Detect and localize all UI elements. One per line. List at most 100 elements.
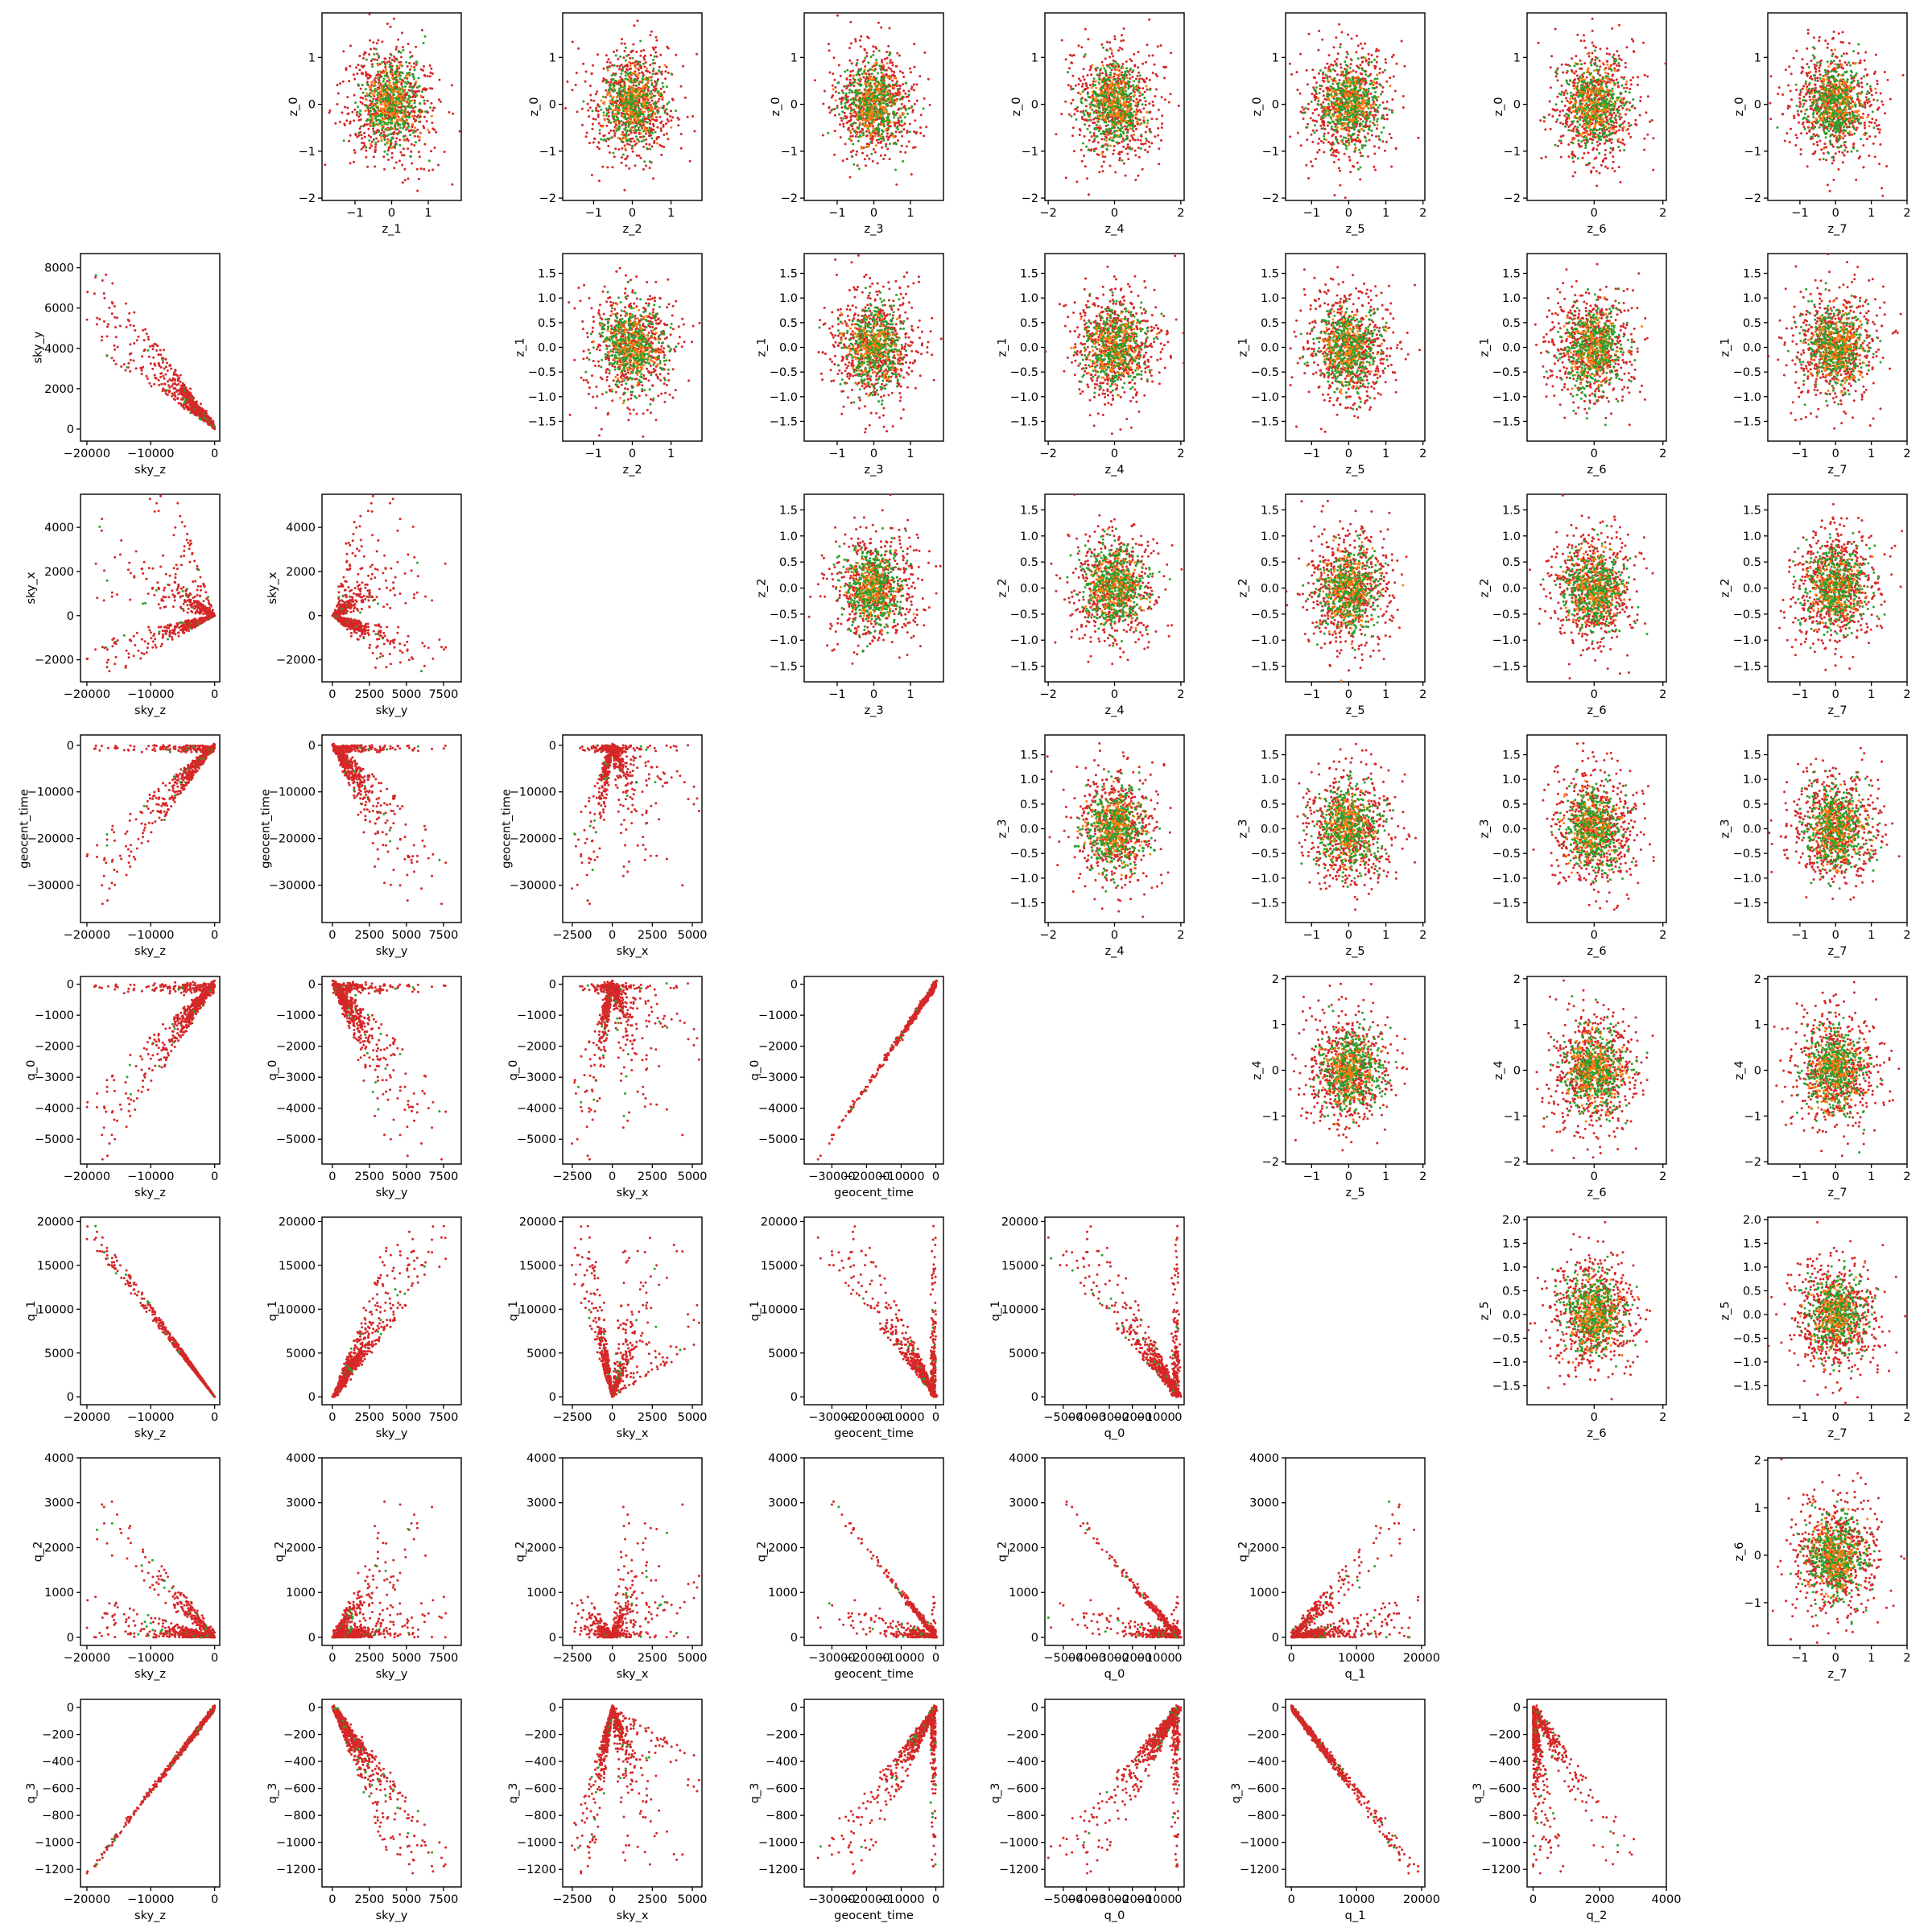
scatter-point	[1077, 83, 1080, 86]
scatter-point	[386, 142, 389, 145]
scatter-point	[398, 77, 402, 80]
scatter-point	[1125, 76, 1129, 80]
scatter-point	[625, 72, 628, 75]
scatter-point	[602, 138, 605, 142]
scatter-point	[1119, 78, 1122, 80]
scatter-point	[865, 102, 868, 105]
scatter-point	[650, 76, 653, 79]
scatter-point	[859, 106, 862, 109]
scatter-point	[886, 90, 890, 93]
y-tick-label: 1	[308, 52, 316, 64]
scatter-point	[665, 108, 668, 111]
scatter-point	[638, 98, 641, 101]
scatter-point	[423, 74, 427, 77]
scatter-point	[655, 142, 658, 145]
scatter-point	[370, 80, 374, 84]
scatter-point	[620, 112, 623, 114]
scatter-point	[1108, 138, 1111, 141]
scatter-point	[1086, 177, 1088, 180]
scatter-point	[403, 167, 407, 171]
scatter-point	[1148, 18, 1151, 21]
scatter-point	[654, 94, 657, 97]
scatter-point	[386, 118, 390, 121]
y-tick-label: 0	[1031, 99, 1038, 112]
scatter-point	[873, 96, 876, 99]
scatter-point	[361, 102, 364, 105]
scatter-point	[646, 94, 649, 97]
scatter-point	[1118, 156, 1121, 159]
scatter-point	[390, 67, 393, 70]
scatter-point	[882, 138, 886, 142]
scatter-point	[671, 98, 675, 101]
scatter-point	[613, 155, 616, 159]
scatter-point	[873, 131, 877, 134]
scatter-point	[596, 146, 599, 148]
x-tick-label: −1	[346, 207, 363, 220]
scatter-point	[866, 114, 869, 117]
scatter-point	[634, 107, 637, 110]
scatter-point	[629, 88, 632, 91]
scatter-point	[1094, 67, 1097, 70]
scatter-point	[1137, 66, 1140, 69]
scatter-point	[617, 57, 620, 60]
scatter-point	[1148, 127, 1151, 130]
scatter-point	[1084, 82, 1088, 85]
scatter-point	[419, 167, 423, 170]
scatter-point	[1088, 106, 1092, 109]
scatter-point	[606, 137, 609, 140]
scatter-point	[877, 116, 880, 119]
scatter-point	[381, 118, 384, 122]
scatter-point	[406, 137, 409, 140]
scatter-point	[607, 58, 610, 61]
scatter-point	[922, 107, 925, 110]
scatter-point	[1123, 75, 1126, 77]
scatter-point	[1097, 103, 1100, 105]
scatter-point	[401, 72, 404, 75]
scatter-point	[892, 74, 895, 76]
scatter-point	[369, 76, 372, 78]
scatter-point	[630, 140, 633, 143]
scatter-point	[1105, 101, 1108, 104]
scatter-point	[879, 134, 882, 138]
scatter-point	[423, 142, 427, 146]
scatter-point	[651, 122, 654, 126]
scatter-point	[643, 85, 646, 88]
scatter-point	[1372, 122, 1375, 125]
scatter-point	[1326, 62, 1329, 65]
scatter-point	[369, 142, 372, 146]
scatter-point	[869, 90, 872, 93]
scatter-point	[898, 54, 901, 57]
scatter-point	[881, 122, 885, 125]
scatter-point	[416, 128, 419, 131]
scatter-point	[1086, 93, 1089, 96]
scatter-point	[393, 17, 395, 20]
scatter-point	[617, 89, 621, 93]
scatter-point	[611, 98, 614, 101]
scatter-point	[402, 138, 406, 142]
scatter-point	[390, 64, 394, 68]
scatter-point	[1108, 120, 1110, 123]
scatter-point	[1111, 132, 1114, 135]
scatter-point	[1113, 107, 1116, 110]
scatter-point	[635, 99, 638, 102]
scatter-point	[365, 146, 368, 149]
scatter-point	[367, 134, 370, 137]
scatter-point	[1121, 126, 1124, 130]
scatter-point	[418, 138, 421, 142]
scatter-point	[1129, 67, 1133, 70]
x-tick-label: 0	[388, 207, 395, 220]
scatter-point	[643, 96, 646, 99]
scatter-point	[875, 76, 878, 80]
scatter-point	[658, 93, 660, 97]
scatter-point	[895, 82, 898, 85]
scatter-point	[349, 64, 352, 68]
scatter-point	[364, 88, 367, 91]
scatter-point	[608, 131, 611, 134]
scatter-point	[1352, 69, 1355, 72]
scatter-point	[884, 145, 887, 148]
scatter-point	[1375, 60, 1378, 64]
scatter-point	[378, 81, 381, 84]
scatter-point	[1161, 122, 1163, 126]
scatter-point	[408, 96, 411, 99]
scatter-point	[1126, 146, 1129, 149]
